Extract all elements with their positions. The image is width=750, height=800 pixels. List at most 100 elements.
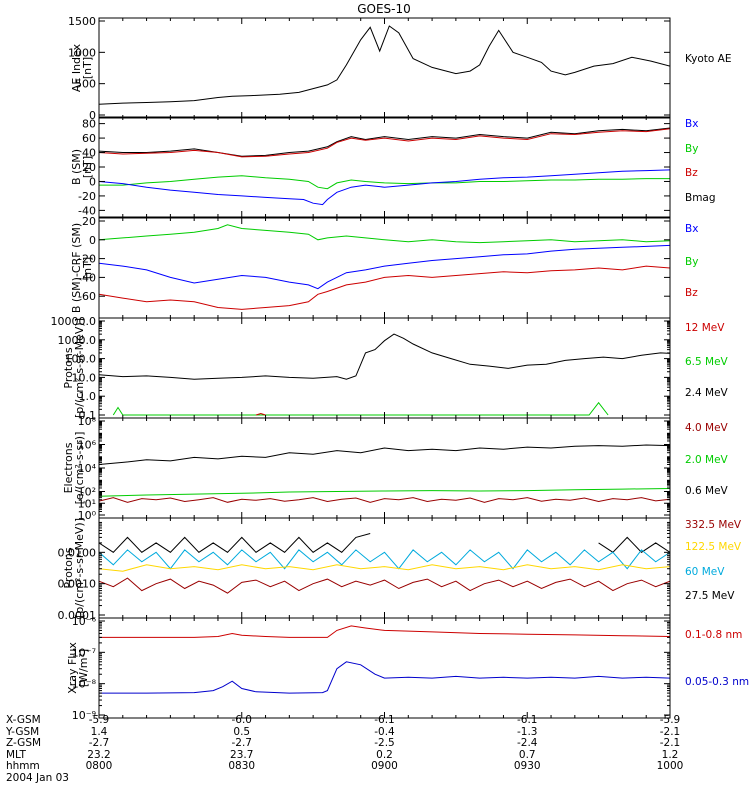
ephem-value: -2.4 [517,737,538,749]
ephem-value: 0900 [371,760,398,772]
y-axis-label-line: [p/(cm²-s-sr-MeV)] [73,318,86,418]
y-tick-label: 0.1 [79,409,97,422]
y-axis-label-line: [nT] [81,257,94,279]
legend-entry: 27.5 MeV [685,590,735,602]
series-line-122-5-mev [99,564,670,572]
y-tick-label: -60 [78,290,96,303]
series-line-12-mev [255,412,266,416]
panel-protons: 0.11.010.0100.01000.010000.0Protons[p/(c… [51,315,729,422]
ephem-row-label: X-GSM [6,714,41,726]
series-line-0-05-0-3-nm [99,661,670,694]
ephem-row-label: Z-GSM [6,737,41,749]
ephem-row-label: Y-GSM [5,726,39,738]
ephem-value: -6.1 [517,714,538,726]
series-line-by [99,175,670,190]
ephem-value: -2.1 [660,737,681,749]
y-tick-label: -40 [78,271,96,284]
y-tick-label: 10⁰ [78,509,97,522]
y-tick-label: 40 [82,147,96,160]
series-line-bx [99,169,670,206]
series-line-60-mev [99,549,670,570]
y-tick-label: 10⁸ [78,415,97,428]
y-axis-label: Protons[p/(cm²-s-sr-MeV)] [62,518,86,618]
series-line-332-5-mev [99,577,670,594]
legend-entry: 2.0 MeV [685,454,729,466]
y-tick-label: 10⁻⁸ [72,678,97,691]
series-line-27-5-mev [99,533,670,553]
ephem-value: -2.7 [89,737,110,749]
ephem-value: -2.7 [232,737,253,749]
ephem-value: -6.0 [232,714,253,726]
legend-entry: Bz [685,287,698,299]
series-line-bx [99,244,670,290]
y-axis-label-line: [W/m²] [77,649,90,687]
ephem-value: 1000 [657,760,684,772]
y-tick-label: 0.0010 [58,578,97,591]
legend-entry: 0.6 MeV [685,485,729,497]
y-tick-label: -20 [78,253,96,266]
legend-entry: 60 MeV [685,566,725,578]
y-tick-label: 20 [82,161,96,174]
ephem-value: -2.5 [374,737,395,749]
y-tick-label: 60 [82,132,96,145]
y-tick-label: 10⁶ [78,439,97,452]
series-line-4-0-mev [99,497,670,503]
y-axis-label: Xray Flux[W/m²] [66,642,90,694]
date-label: 2004 Jan 03 [6,772,69,784]
legend-entry: Bx [685,118,698,130]
ephem-value: 1.2 [662,749,679,761]
y-axis-label-line: Electrons [62,442,75,493]
y-tick-label: 500 [75,78,96,91]
panel-bres: -60 -40 -20 0 20B (SM)-CRF (SM)[nT] Bx By Bz [70,215,698,319]
panel-hiprotons: 0.0001 0.0010 0.0100Protons[p/(cm²-s-sr-Me… [58,517,742,622]
y-axis-label: B (SM)[nT] [70,149,94,185]
ephem-row-label: MLT [6,749,26,761]
plot-frame [98,116,671,218]
series-line-6-5-mev [112,401,609,416]
y-tick-label: 1000 [68,46,96,59]
legend-entry: 12 MeV [685,322,725,334]
y-axis-label-line: AE Index [70,43,83,92]
y-axis-label-line: [nT] [81,156,94,178]
series-line-0-6-mev [99,444,670,465]
legend-entry: 6.5 MeV [685,356,729,368]
y-tick-label: 100.0 [65,353,97,366]
ephem-value: -6.1 [374,714,395,726]
series-line-by [99,224,670,244]
figure-title: GOES-10 [357,2,411,16]
plot-frame [98,17,671,119]
ephem-value: 0830 [228,760,255,772]
y-axis-label-line: [e/(cm²-s-sr)] [73,432,86,505]
legend-entry: 122.5 MeV [685,541,742,553]
plot-frame [98,617,671,719]
series-line-0-1-0-8-nm [99,625,670,638]
ephem-value: -1.3 [517,726,538,738]
ephem-value: 0930 [514,760,541,772]
ephem-row-label: hhmm [6,760,40,772]
ephem-value: 1.4 [91,726,108,738]
series-line-2-4-mev [99,333,670,380]
legend-entry: By [685,256,698,268]
legend-entry: Kyoto AE [685,53,731,65]
y-tick-label: 0.0100 [58,546,97,559]
series-line-kyoto-ae [99,25,670,105]
legend-entry: Bx [685,223,698,235]
ephem-value: 0.7 [519,749,536,761]
plot-frame [98,317,671,419]
y-tick-label: 10⁻⁶ [72,615,97,628]
panel-ae: 0 500 1000 1500 AE Index[nT] Kyoto AE [68,15,731,122]
y-axis-label-line: Protons [62,547,75,588]
y-tick-label: 10⁴ [78,462,97,475]
y-axis-label-line: B (SM) [70,149,83,185]
y-axis-label: B (SM)-CRF (SM)[nT] [70,223,94,313]
legend-entry: 332.5 MeV [685,519,742,531]
y-tick-label: -20 [78,190,96,203]
y-tick-label: 10⁻⁷ [72,646,96,659]
series-line-bmag [99,127,670,157]
ephem-value: -2.1 [660,726,681,738]
legend-entry: 0.05-0.3 nm [685,676,749,688]
y-axis-label: Protons[p/(cm²-s-sr-MeV)] [62,318,86,418]
